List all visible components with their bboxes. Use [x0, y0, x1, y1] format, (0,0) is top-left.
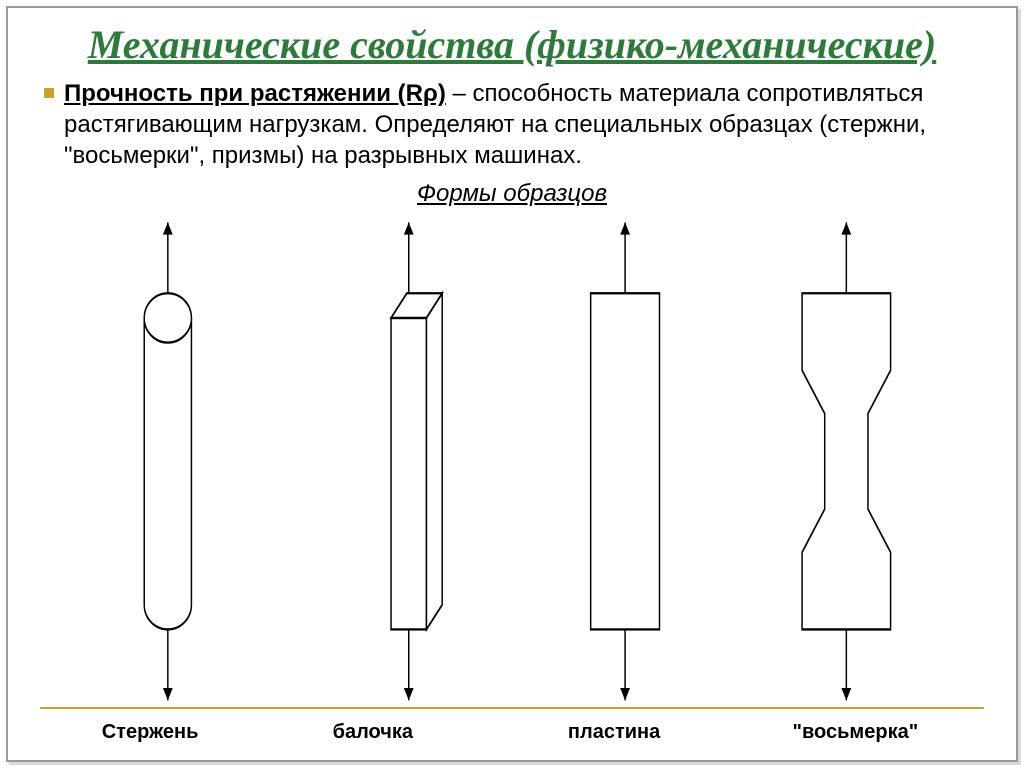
- subheading: Формы образцов: [40, 180, 984, 208]
- specimen-rod: [144, 222, 191, 700]
- bullet-square-icon: [44, 88, 54, 98]
- body-text: Прочность при растяжении (Rρ) – способно…: [64, 78, 984, 172]
- bullet-row: Прочность при растяжении (Rρ) – способно…: [40, 78, 984, 172]
- specimen-dogbone: [802, 222, 891, 700]
- specimen-diagram: [40, 210, 984, 703]
- separator-line: [40, 707, 984, 709]
- body-lead: Прочность при растяжении (Rρ): [64, 80, 446, 107]
- specimen-label: балочка: [252, 721, 493, 744]
- specimen-plate: [591, 222, 660, 700]
- specimen-beam: [391, 222, 442, 700]
- slide-frame: Механические свойства (физико-механическ…: [6, 6, 1018, 762]
- specimen-label: пластина: [493, 721, 734, 744]
- specimen-label: Стержень: [48, 721, 252, 744]
- specimen-label: "восьмерка": [735, 721, 976, 744]
- diagram-zone: [40, 210, 984, 703]
- labels-row: Стерженьбалочкапластина"восьмерка": [40, 713, 984, 744]
- slide-title: Механические свойства (физико-механическ…: [40, 22, 984, 68]
